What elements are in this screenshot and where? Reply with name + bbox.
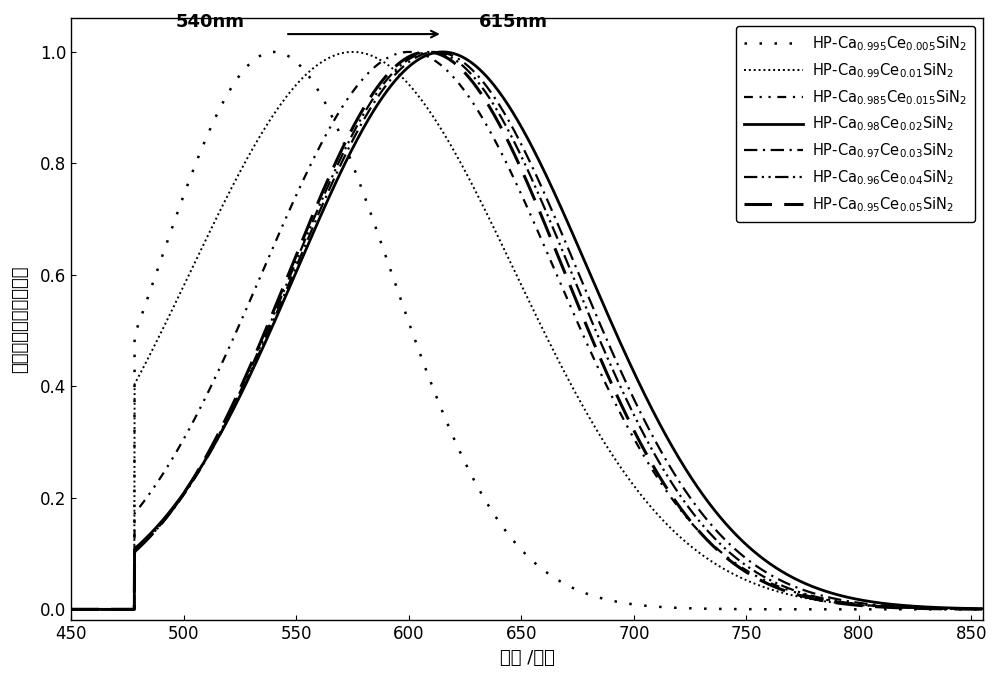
HP-Ca$_{0.95}$Ce$_{0.05}$SiN$_2$	[454, 64, 466, 72]
HP-Ca$_{0.97}$Ce$_{0.03}$SiN$_2$	[949, 605, 961, 613]
Line: HP-Ca$_{0.95}$Ce$_{0.05}$SiN$_2$: HP-Ca$_{0.95}$Ce$_{0.05}$SiN$_2$	[71, 52, 1000, 610]
Text: 615nm: 615nm	[479, 13, 548, 31]
HP-Ca$_{0.95}$Ce$_{0.05}$SiN$_2$	[65, 605, 77, 614]
HP-Ca$_{0.95}$Ce$_{0.05}$SiN$_2$	[241, 370, 253, 378]
HP-Ca$_{0.95}$Ce$_{0.05}$SiN$_2$	[949, 605, 961, 613]
HP-Ca$_{0.96}$Ce$_{0.04}$SiN$_2$	[241, 373, 253, 381]
HP-Ca$_{0.985}$Ce$_{0.015}$SiN$_2$	[498, 154, 510, 162]
HP-Ca$_{0.99}$Ce$_{0.01}$SiN$_2$	[347, 48, 359, 56]
HP-Ca$_{0.985}$Ce$_{0.015}$SiN$_2$	[454, 81, 466, 89]
HP-Ca$_{0.99}$Ce$_{0.01}$SiN$_2$	[454, 158, 466, 166]
HP-Ca$_{0.985}$Ce$_{0.015}$SiN$_2$	[241, 303, 253, 311]
HP-Ca$_{0.99}$Ce$_{0.01}$SiN$_2$	[241, 155, 253, 163]
HP-Ca$_{0.995}$Ce$_{0.005}$SiN$_2$	[268, 48, 280, 56]
HP-Ca$_{0.995}$Ce$_{0.005}$SiN$_2$	[498, 525, 510, 533]
HP-Ca$_{0.96}$Ce$_{0.04}$SiN$_2$	[181, 485, 193, 494]
Line: HP-Ca$_{0.985}$Ce$_{0.015}$SiN$_2$: HP-Ca$_{0.985}$Ce$_{0.015}$SiN$_2$	[71, 52, 1000, 610]
HP-Ca$_{0.995}$Ce$_{0.005}$SiN$_2$	[181, 182, 193, 191]
HP-Ca$_{0.97}$Ce$_{0.03}$SiN$_2$	[181, 486, 193, 494]
HP-Ca$_{0.99}$Ce$_{0.01}$SiN$_2$	[949, 605, 961, 613]
HP-Ca$_{0.98}$Ce$_{0.02}$SiN$_2$	[65, 605, 77, 614]
Y-axis label: 归一化的发射光谱强度: 归一化的发射光谱强度	[11, 266, 29, 373]
HP-Ca$_{0.995}$Ce$_{0.005}$SiN$_2$	[65, 605, 77, 614]
HP-Ca$_{0.96}$Ce$_{0.04}$SiN$_2$	[425, 48, 437, 56]
HP-Ca$_{0.98}$Ce$_{0.02}$SiN$_2$	[241, 378, 253, 386]
HP-Ca$_{0.97}$Ce$_{0.03}$SiN$_2$	[430, 48, 442, 56]
Line: HP-Ca$_{0.99}$Ce$_{0.01}$SiN$_2$: HP-Ca$_{0.99}$Ce$_{0.01}$SiN$_2$	[71, 52, 1000, 610]
HP-Ca$_{0.985}$Ce$_{0.015}$SiN$_2$	[949, 605, 961, 613]
HP-Ca$_{0.985}$Ce$_{0.015}$SiN$_2$	[403, 48, 415, 56]
HP-Ca$_{0.96}$Ce$_{0.04}$SiN$_2$	[454, 60, 466, 68]
HP-Ca$_{0.95}$Ce$_{0.05}$SiN$_2$	[181, 485, 193, 493]
HP-Ca$_{0.98}$Ce$_{0.02}$SiN$_2$	[437, 48, 449, 56]
HP-Ca$_{0.98}$Ce$_{0.02}$SiN$_2$	[181, 485, 193, 493]
HP-Ca$_{0.96}$Ce$_{0.04}$SiN$_2$	[498, 118, 510, 126]
HP-Ca$_{0.97}$Ce$_{0.03}$SiN$_2$	[498, 108, 510, 117]
Text: 540nm: 540nm	[176, 13, 245, 31]
HP-Ca$_{0.95}$Ce$_{0.05}$SiN$_2$	[498, 129, 510, 137]
HP-Ca$_{0.98}$Ce$_{0.02}$SiN$_2$	[949, 604, 961, 612]
HP-Ca$_{0.97}$Ce$_{0.03}$SiN$_2$	[65, 605, 77, 614]
HP-Ca$_{0.97}$Ce$_{0.03}$SiN$_2$	[454, 56, 466, 64]
Line: HP-Ca$_{0.98}$Ce$_{0.02}$SiN$_2$: HP-Ca$_{0.98}$Ce$_{0.02}$SiN$_2$	[71, 52, 1000, 610]
HP-Ca$_{0.98}$Ce$_{0.02}$SiN$_2$	[454, 52, 466, 60]
Line: HP-Ca$_{0.995}$Ce$_{0.005}$SiN$_2$: HP-Ca$_{0.995}$Ce$_{0.005}$SiN$_2$	[71, 52, 1000, 610]
HP-Ca$_{0.995}$Ce$_{0.005}$SiN$_2$	[241, 62, 253, 71]
HP-Ca$_{0.995}$Ce$_{0.005}$SiN$_2$	[949, 605, 961, 614]
HP-Ca$_{0.985}$Ce$_{0.015}$SiN$_2$	[181, 429, 193, 437]
HP-Ca$_{0.99}$Ce$_{0.01}$SiN$_2$	[65, 605, 77, 614]
HP-Ca$_{0.98}$Ce$_{0.02}$SiN$_2$	[498, 95, 510, 103]
HP-Ca$_{0.99}$Ce$_{0.01}$SiN$_2$	[181, 275, 193, 283]
Line: HP-Ca$_{0.97}$Ce$_{0.03}$SiN$_2$: HP-Ca$_{0.97}$Ce$_{0.03}$SiN$_2$	[71, 52, 1000, 610]
X-axis label: 波长 /纳米: 波长 /纳米	[500, 649, 555, 667]
HP-Ca$_{0.995}$Ce$_{0.005}$SiN$_2$	[454, 448, 466, 456]
HP-Ca$_{0.96}$Ce$_{0.04}$SiN$_2$	[949, 605, 961, 613]
HP-Ca$_{0.985}$Ce$_{0.015}$SiN$_2$	[65, 605, 77, 614]
Line: HP-Ca$_{0.96}$Ce$_{0.04}$SiN$_2$: HP-Ca$_{0.96}$Ce$_{0.04}$SiN$_2$	[71, 52, 1000, 610]
Legend: HP-Ca$_{0.995}$Ce$_{0.005}$SiN$_2$, HP-Ca$_{0.99}$Ce$_{0.01}$SiN$_2$, HP-Ca$_{0.: HP-Ca$_{0.995}$Ce$_{0.005}$SiN$_2$, HP-C…	[736, 26, 975, 222]
HP-Ca$_{0.95}$Ce$_{0.05}$SiN$_2$	[421, 48, 433, 56]
HP-Ca$_{0.96}$Ce$_{0.04}$SiN$_2$	[65, 605, 77, 614]
HP-Ca$_{0.97}$Ce$_{0.03}$SiN$_2$	[241, 376, 253, 384]
HP-Ca$_{0.99}$Ce$_{0.01}$SiN$_2$	[498, 245, 510, 253]
